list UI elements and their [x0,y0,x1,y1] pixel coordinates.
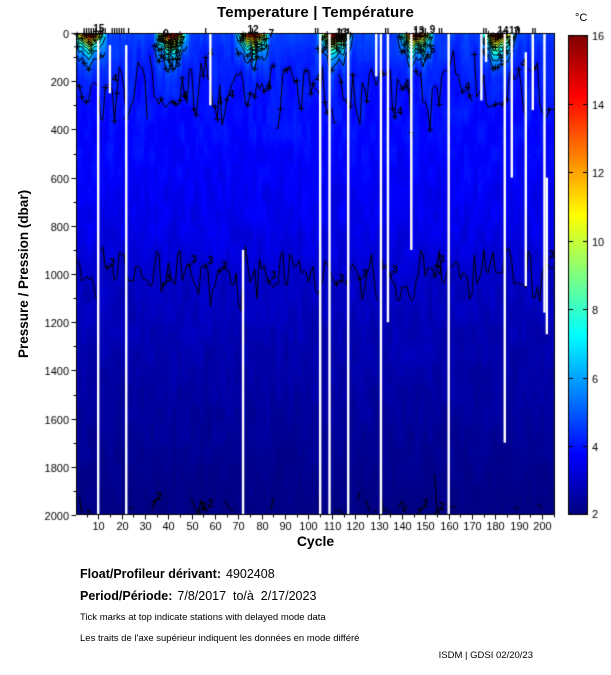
colorbar-unit-label: °C [575,12,588,24]
chart-title: Temperature | Température [216,4,415,21]
delayed-mode-note-en: Tick marks at top indicate stations with… [80,612,326,623]
credit-stamp: ISDM | GDSI 02/20/23 [438,650,533,661]
period-value: 7/8/2017 to/à 2/17/2023 [177,589,317,603]
period-line: Period/Période: 7/8/2017 to/à 2/17/2023 [80,589,316,603]
y-axis-label: Pressure / Pression (dbar) [16,189,31,359]
float-id-line: Float/Profileur dérivant: 4902408 [80,567,275,581]
period-label: Period/Période: [80,589,173,603]
x-axis-label: Cycle [296,533,335,549]
float-id-value: 4902408 [226,567,275,581]
delayed-mode-note-fr: Les traits de l'axe supérieur indiquent … [80,633,360,644]
float-id-label: Float/Profileur dérivant: [80,567,221,581]
